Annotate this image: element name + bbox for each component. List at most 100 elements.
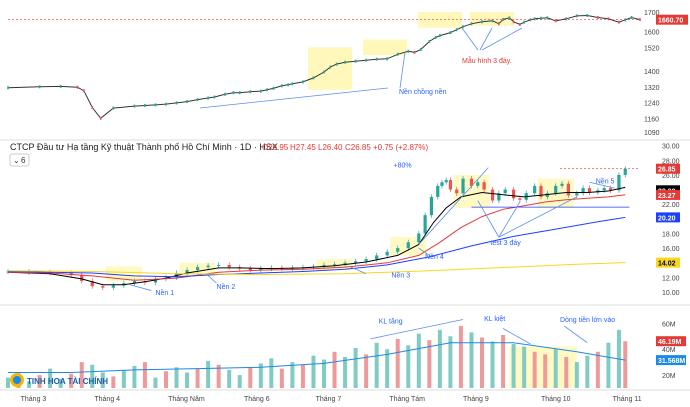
chevron-down-icon: ⌄ [13, 156, 20, 165]
index-point-55 [523, 20, 525, 24]
index-point-63 [586, 13, 589, 17]
candle-body-5 [90, 281, 94, 287]
index-point-52 [508, 16, 511, 20]
candle-body-11 [153, 278, 158, 283]
volume-annotation-1: KL kiệt [484, 316, 505, 323]
price-arrow-nen2 [205, 273, 217, 284]
candle-body-31 [364, 259, 368, 262]
candle-body-56 [545, 193, 549, 197]
x-tick-2: Tháng Năm [168, 396, 205, 403]
price-annotation-5: Nền 1 [155, 288, 174, 297]
volume-tag-1: 31.568M [658, 358, 685, 365]
candle-body-58 [560, 183, 564, 186]
index-point-4 [83, 89, 85, 93]
index-point-37 [396, 52, 399, 56]
index-point-1 [38, 85, 41, 89]
price-ma-line-1 [7, 194, 626, 281]
ohlc-high: H27.45 [290, 143, 316, 152]
price-tag-box-2 [656, 189, 680, 200]
index-point-43 [439, 34, 441, 38]
candle-body-16 [206, 265, 210, 268]
volume-bar-9 [100, 372, 105, 388]
volume-bar-40 [427, 340, 432, 388]
ohlc-close: C26.85 [345, 143, 371, 152]
candle-body-20 [248, 268, 252, 271]
index-point-33 [354, 59, 357, 63]
volume-bar-44 [469, 332, 474, 388]
index-point-6 [99, 116, 102, 120]
index-point-59 [546, 16, 549, 20]
index-point-23 [272, 86, 275, 90]
index-ytick-1: 1600 [644, 30, 660, 37]
candle-body-47 [482, 182, 486, 190]
candle-body-33 [385, 251, 389, 256]
volume-bar-41 [437, 329, 442, 388]
index-point-28 [312, 76, 315, 80]
candle-body-30 [354, 261, 358, 263]
volume-arrow-2 [502, 328, 531, 345]
volume-bar-25 [269, 358, 274, 388]
price-arrow-test-2 [498, 201, 521, 238]
price-ma-line-2 [7, 216, 626, 278]
price-ytick-0: 30.00 [662, 144, 680, 151]
volume-bar-22 [237, 375, 242, 388]
price-arrow-nen3 [349, 266, 367, 275]
x-tick-6: Tháng 9 [463, 396, 489, 403]
index-point-42 [434, 36, 437, 40]
price-arrow-nen5 [589, 181, 615, 189]
price-arrow-test-3 [498, 196, 577, 238]
index-point-60 [554, 19, 557, 23]
x-tick-7: Tháng 10 [541, 396, 571, 403]
index-point-16 [213, 95, 216, 99]
index-point-15 [207, 96, 209, 100]
price-annotation-1: Nền 5 [596, 177, 615, 186]
candle-body-29 [343, 262, 347, 265]
price-tag-box-0 [656, 163, 680, 174]
chart-title: CTCP Đầu tư Hạ tầng Kỹ thuật Thành phố H… [10, 142, 278, 152]
volume-bar-2 [27, 381, 32, 388]
volume-bar-17 [185, 372, 190, 388]
volume-bar-31 [332, 351, 337, 388]
index-arrow-3 [461, 27, 479, 51]
index-arrow-5 [481, 27, 523, 51]
volume-bar-48 [511, 344, 516, 388]
candle-body-18 [227, 264, 231, 268]
volume-bar-35 [374, 342, 379, 388]
x-tick-3: Tháng 6 [244, 396, 270, 403]
price-tag-0: 26.85 [658, 167, 676, 174]
candle-body-62 [587, 188, 592, 193]
index-point-36 [386, 57, 388, 61]
volume-bar-38 [406, 345, 411, 388]
candle-body-55 [539, 185, 543, 197]
candle-body-66 [617, 174, 621, 191]
index-point-21 [260, 89, 262, 93]
candle-body-36 [417, 233, 421, 243]
volume-bar-49 [522, 346, 527, 388]
index-point-27 [302, 80, 304, 84]
candle-body-60 [575, 193, 579, 196]
watermark-text: TINH HOA TÀI CHÍNH [27, 377, 108, 386]
volume-bar-32 [343, 356, 348, 388]
watermark: TINH HOA TÀI CHÍNH [10, 373, 108, 387]
volume-bar-45 [480, 337, 484, 388]
price-arrow-test-1 [477, 200, 500, 238]
candle-body-46 [476, 182, 480, 186]
index-point-3 [76, 85, 79, 89]
volume-bar-46 [490, 341, 495, 388]
index-point-62 [576, 14, 578, 18]
price-annotation-0: +80% [394, 163, 412, 170]
index-ytick-3: 1400 [644, 69, 660, 76]
index-point-47 [470, 22, 473, 26]
interval-badge-box[interactable] [9, 153, 30, 167]
volume-bar-57 [606, 342, 611, 388]
volume-bar-24 [258, 363, 263, 388]
index-point-10 [154, 103, 157, 107]
index-point-44 [449, 31, 452, 35]
index-point-29 [323, 70, 325, 74]
volume-annotation-2: Dòng tiền lớn vào [560, 315, 615, 324]
candle-body-27 [322, 264, 326, 267]
volume-bar-43 [458, 325, 463, 388]
price-annotation-2: Nền 4 [425, 252, 444, 261]
index-point-68 [630, 15, 633, 19]
